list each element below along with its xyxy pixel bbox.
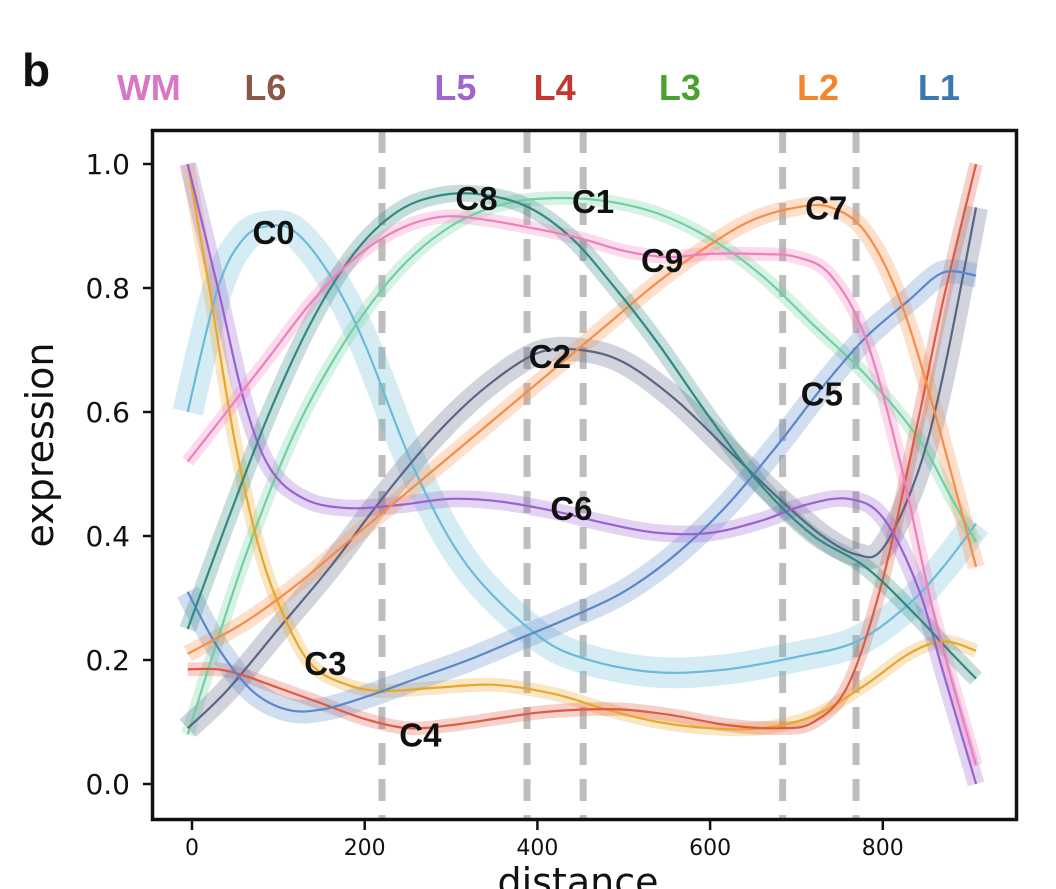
cluster-label-c6: C6: [550, 490, 592, 527]
layer-label-l5: L5: [434, 67, 476, 108]
cluster-label-c2: C2: [529, 338, 571, 375]
cluster-label-c8: C8: [455, 180, 497, 217]
cluster-label-c9: C9: [641, 242, 683, 279]
x-tick-label: 0: [185, 836, 199, 861]
layer-label-l6: L6: [244, 67, 286, 108]
line-c4: [187, 163, 978, 730]
y-axis-ticks: 0.0 0.2 0.4 0.6 0.8 1.0: [85, 148, 152, 801]
cluster-label-c1: C1: [572, 183, 614, 220]
cluster-label-c0: C0: [252, 214, 294, 251]
x-tick-label: 400: [516, 836, 558, 861]
line-c9: [186, 215, 978, 766]
cluster-labels: C0 C1 C2 C3 C4 C5 C6 C7 C8 C9: [252, 180, 847, 753]
layer-label-wm: WM: [117, 67, 181, 108]
layer-label-l4: L4: [534, 67, 576, 108]
line-c6: [186, 163, 978, 785]
layer-label-l1: L1: [918, 67, 960, 108]
plot-frame: [150, 128, 1019, 822]
series-lines: [186, 163, 978, 785]
panel-letter: b: [22, 44, 50, 96]
x-tick-label: 800: [862, 836, 904, 861]
y-tick-label: 0.2: [85, 644, 130, 677]
layer-boundaries: [378, 131, 860, 819]
line-c2: [186, 207, 978, 729]
x-axis-title: distance: [497, 860, 658, 889]
layer-label-l2: L2: [797, 67, 839, 108]
y-tick-label: 0.0: [85, 768, 130, 801]
y-axis-title: expression: [18, 343, 62, 548]
x-tick-label: 600: [689, 836, 731, 861]
y-tick-label: 0.8: [85, 272, 130, 305]
line-c7: [187, 203, 978, 655]
cluster-label-c7: C7: [805, 189, 847, 226]
line-c1: [186, 196, 978, 735]
cluster-label-c5: C5: [801, 375, 843, 412]
y-tick-label: 0.6: [85, 396, 130, 429]
x-tick-label: 200: [344, 836, 386, 861]
cluster-label-c4: C4: [399, 716, 442, 753]
y-tick-label: 1.0: [85, 148, 130, 181]
cluster-label-c3: C3: [304, 645, 346, 682]
y-tick-label: 0.4: [85, 520, 130, 553]
line-c8: [186, 192, 977, 680]
line-c0: [186, 224, 977, 675]
line-c3: [186, 163, 977, 731]
x-axis-ticks: 0 200 400 600 800: [185, 820, 904, 861]
layer-labels: WM L6 L5 L4 L3 L2 L1: [117, 67, 960, 108]
layer-label-l3: L3: [659, 67, 701, 108]
